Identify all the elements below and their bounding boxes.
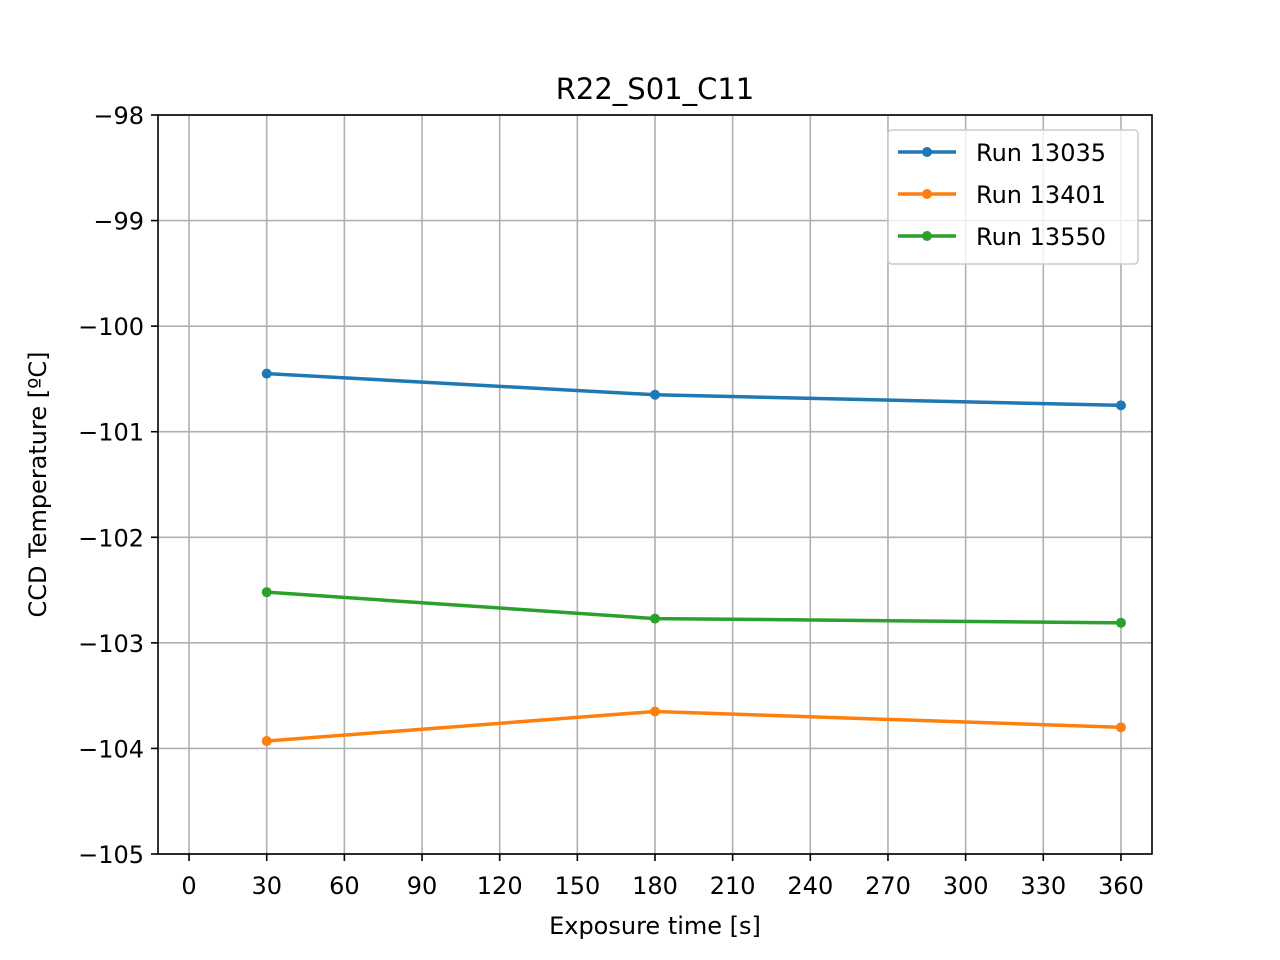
y-tick-label: −103 — [78, 630, 144, 658]
x-tick-label: 300 — [943, 872, 989, 900]
x-tick-label: 150 — [554, 872, 600, 900]
data-point — [650, 613, 660, 624]
data-point — [650, 706, 660, 717]
x-tick-label: 180 — [632, 872, 678, 900]
legend: Run 13035 Run 13401 Run 13550 — [887, 129, 1139, 265]
data-point — [261, 587, 272, 598]
x-axis-title: Exposure time [s] — [549, 912, 761, 940]
y-tick-label: −102 — [78, 524, 144, 552]
data-point — [1115, 400, 1126, 411]
legend-box — [887, 129, 1139, 265]
legend-swatch-marker — [922, 147, 932, 157]
data-point — [1115, 722, 1126, 733]
legend-swatch-marker — [922, 231, 932, 241]
x-tick-label: 270 — [865, 872, 911, 900]
x-tick-label: 60 — [329, 872, 360, 900]
x-tick-label: 210 — [710, 872, 756, 900]
y-tick-label: −99 — [93, 208, 144, 236]
x-tick-label: 0 — [181, 872, 196, 900]
data-point — [650, 389, 660, 400]
data-point — [1115, 617, 1126, 628]
data-point — [261, 736, 272, 747]
y-tick-label: −100 — [78, 313, 144, 341]
x-tick-label: 330 — [1020, 872, 1066, 900]
y-tick-label: −105 — [78, 841, 144, 869]
x-tick-label: 120 — [477, 872, 523, 900]
legend-label: Run 13401 — [976, 181, 1106, 209]
y-tick-label: −101 — [78, 419, 144, 447]
y-tick-label: −98 — [93, 102, 144, 130]
plot-series — [261, 368, 1126, 747]
x-tick-label: 240 — [787, 872, 833, 900]
legend-swatch-marker — [922, 189, 932, 199]
x-tick-label: 30 — [251, 872, 282, 900]
y-tick-label: −104 — [78, 735, 144, 763]
legend-label: Run 13550 — [976, 223, 1106, 251]
x-tick-label: 90 — [407, 872, 438, 900]
chart-title: R22_S01_C11 — [556, 72, 755, 106]
y-axis-title: CCD Temperature [ºC] — [24, 351, 52, 617]
legend-label: Run 13035 — [976, 139, 1106, 167]
x-tick-label: 360 — [1098, 872, 1144, 900]
data-point — [261, 368, 272, 379]
axis-ticks: 0 30 60 90 120 150 180 210 240 270 300 330 360 −105 −1… — [78, 102, 1144, 900]
